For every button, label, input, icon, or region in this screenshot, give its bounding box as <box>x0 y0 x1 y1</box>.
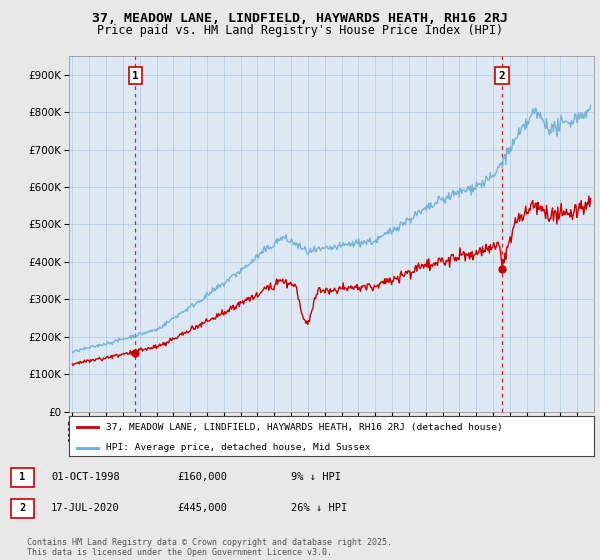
Text: 01-OCT-1998: 01-OCT-1998 <box>51 472 120 482</box>
Text: 2: 2 <box>499 71 506 81</box>
Text: Price paid vs. HM Land Registry's House Price Index (HPI): Price paid vs. HM Land Registry's House … <box>97 24 503 36</box>
Text: 26% ↓ HPI: 26% ↓ HPI <box>291 503 347 514</box>
Text: 1: 1 <box>132 71 139 81</box>
Text: 9% ↓ HPI: 9% ↓ HPI <box>291 472 341 482</box>
Text: Contains HM Land Registry data © Crown copyright and database right 2025.
This d: Contains HM Land Registry data © Crown c… <box>27 538 392 557</box>
Text: £160,000: £160,000 <box>177 472 227 482</box>
Text: 37, MEADOW LANE, LINDFIELD, HAYWARDS HEATH, RH16 2RJ (detached house): 37, MEADOW LANE, LINDFIELD, HAYWARDS HEA… <box>106 423 503 432</box>
Text: £445,000: £445,000 <box>177 503 227 514</box>
Text: 2: 2 <box>19 503 25 514</box>
Text: 1: 1 <box>19 472 25 482</box>
Text: 37, MEADOW LANE, LINDFIELD, HAYWARDS HEATH, RH16 2RJ: 37, MEADOW LANE, LINDFIELD, HAYWARDS HEA… <box>92 12 508 25</box>
Text: 17-JUL-2020: 17-JUL-2020 <box>51 503 120 514</box>
Text: HPI: Average price, detached house, Mid Sussex: HPI: Average price, detached house, Mid … <box>106 443 370 452</box>
